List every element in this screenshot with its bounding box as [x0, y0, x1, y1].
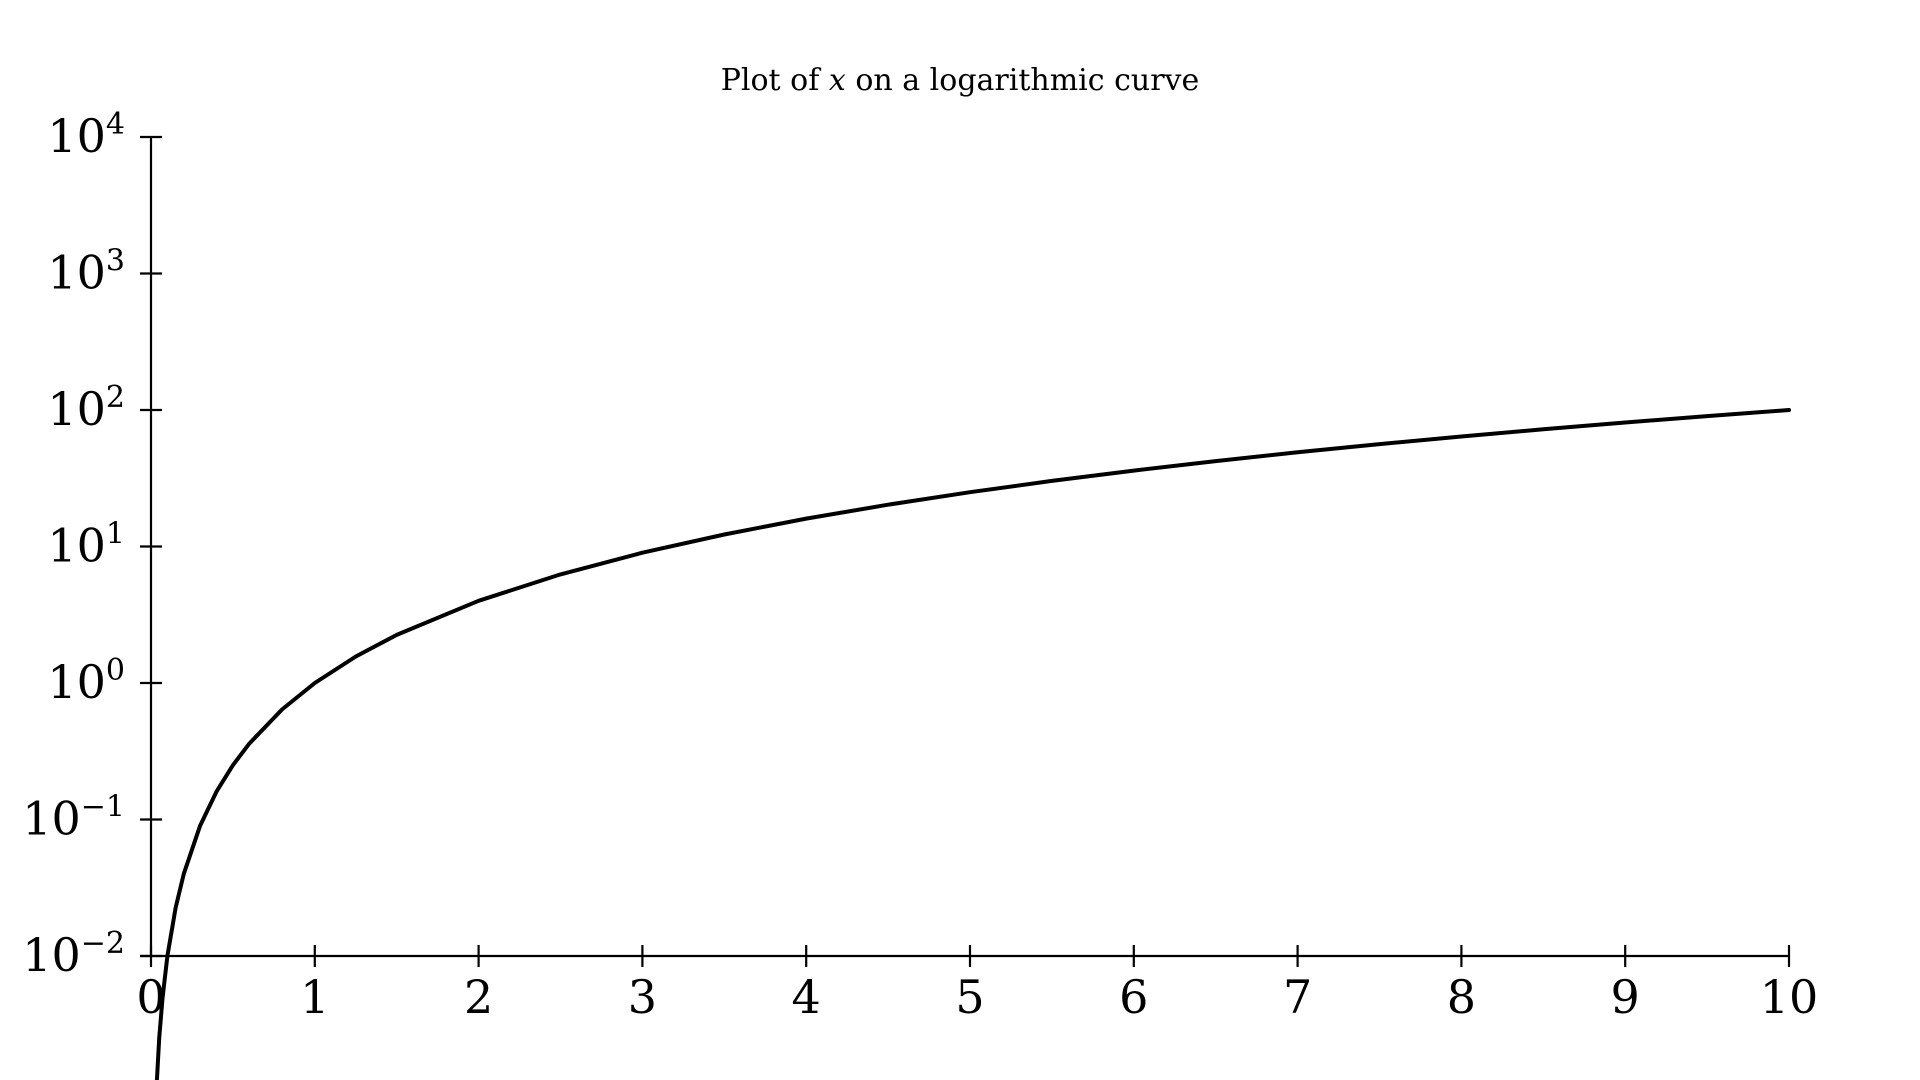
y-tick-exponent: 0	[106, 653, 125, 688]
y-tick-exponent: 1	[106, 517, 125, 552]
x-tick-label: 9	[1611, 970, 1640, 1024]
y-tick-label: 103	[47, 244, 125, 300]
x-tick-label: 2	[464, 970, 493, 1024]
y-tick-label: 104	[47, 107, 125, 163]
x-tick-label: 1	[300, 970, 329, 1024]
x-tick-label: 6	[1119, 970, 1148, 1024]
y-tick-exponent: 3	[106, 244, 125, 279]
chart-title-suffix: on a logarithmic curve	[846, 63, 1199, 98]
chart-title: Plot of x on a logarithmic curve	[721, 63, 1200, 98]
y-tick-exponent: 2	[106, 380, 125, 415]
x-tick-label: 3	[628, 970, 657, 1024]
y-tick-label: 102	[47, 380, 125, 436]
x-tick-label: 5	[955, 970, 984, 1024]
y-tick-base: 10	[47, 519, 106, 573]
y-tick-label: 101	[47, 517, 125, 573]
y-tick-label: 10−1	[22, 790, 125, 846]
y-tick-base: 10	[47, 655, 106, 709]
y-tick-base: 10	[47, 109, 106, 163]
y-tick-label: 10−2	[22, 926, 125, 982]
y-tick-base: 10	[22, 928, 81, 982]
y-tick-exponent: 4	[106, 107, 125, 142]
y-tick-label: 100	[47, 653, 125, 709]
x-tick-label: 4	[792, 970, 821, 1024]
series-line	[154, 408, 1791, 1080]
y-tick-exponent: −1	[81, 790, 125, 825]
y-tick-base: 10	[47, 382, 106, 436]
x-tick-label: 10	[1760, 970, 1819, 1024]
y-tick-exponent: −2	[81, 926, 125, 961]
y-tick-base: 10	[22, 792, 81, 846]
chart-title-prefix: Plot of	[721, 63, 829, 98]
series-layer	[154, 408, 1791, 1080]
x-tick-label: 8	[1447, 970, 1476, 1024]
x-ticks: 0 1 2 3 4 5 6 7 8 9 10	[136, 945, 1818, 1024]
y-tick-base: 10	[47, 246, 106, 300]
chart-title-variable: x	[829, 63, 846, 98]
x-tick-label: 7	[1283, 970, 1312, 1024]
